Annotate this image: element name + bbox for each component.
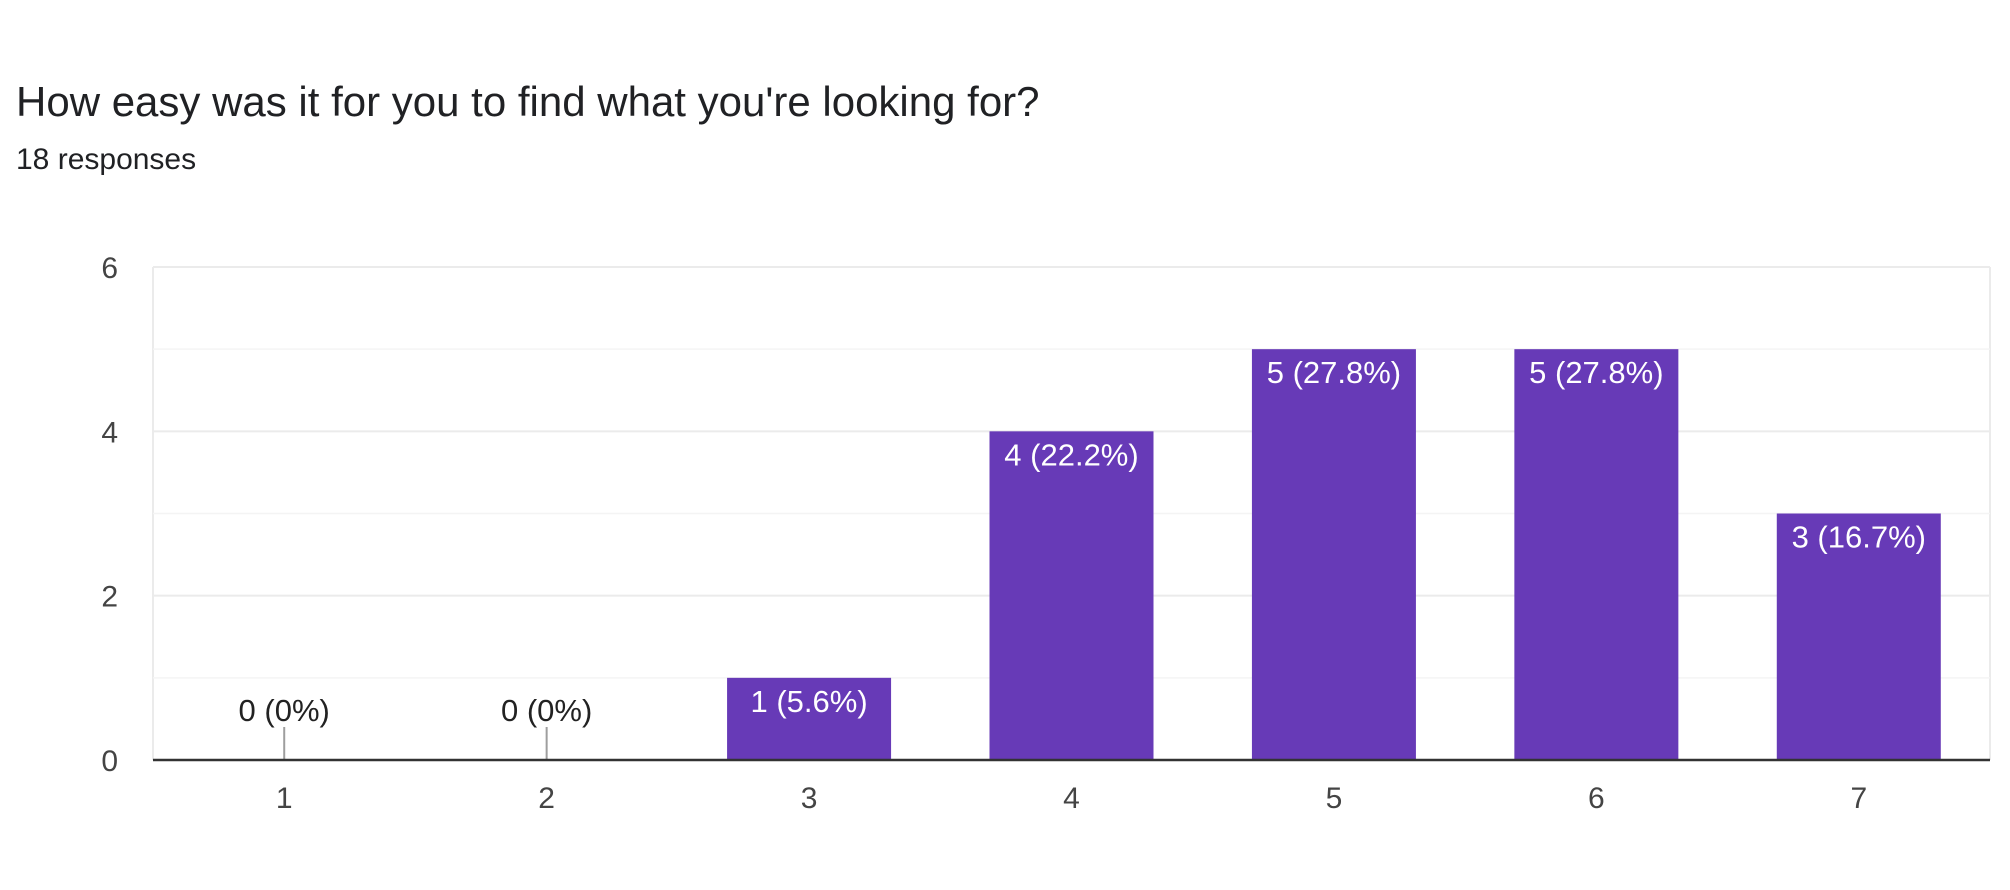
x-tick-label: 2: [538, 782, 555, 815]
bar: [1251, 349, 1416, 760]
x-tick-label: 3: [801, 782, 818, 815]
x-tick-label: 4: [1063, 782, 1080, 815]
x-tick-label: 1: [276, 782, 293, 815]
y-tick-label: 0: [101, 745, 118, 778]
y-tick-label: 6: [101, 252, 118, 285]
question-title: How easy was it for you to find what you…: [16, 78, 1040, 125]
data-label: 1 (5.6%): [750, 684, 867, 719]
y-tick-label: 2: [101, 581, 118, 614]
y-axis-ticks: 0 2 4 6: [101, 252, 118, 778]
bars: [283, 349, 1941, 760]
x-tick-label: 7: [1850, 782, 1867, 815]
data-label: 5 (27.8%): [1529, 355, 1663, 390]
bar: [1514, 349, 1679, 760]
x-tick-label: 6: [1588, 782, 1605, 815]
data-labels: 0 (0%) 0 (0%) 1 (5.6%) 4 (22.2%) 5 (27.8%) 5 …: [239, 355, 1926, 728]
y-tick-label: 4: [101, 416, 118, 449]
data-label: 5 (27.8%): [1267, 355, 1401, 390]
x-tick-label: 5: [1326, 782, 1343, 815]
data-label: 4 (22.2%): [1004, 437, 1138, 472]
bar: [989, 431, 1154, 760]
x-axis-ticks: 1 2 3 4 5 6 7: [276, 782, 1867, 815]
bar: [1776, 513, 1941, 760]
response-count: 18 responses: [16, 143, 197, 176]
data-label: 0 (0%): [239, 693, 330, 728]
data-label: 0 (0%): [501, 693, 592, 728]
bar: [727, 677, 892, 760]
data-label: 3 (16.7%): [1792, 520, 1926, 555]
